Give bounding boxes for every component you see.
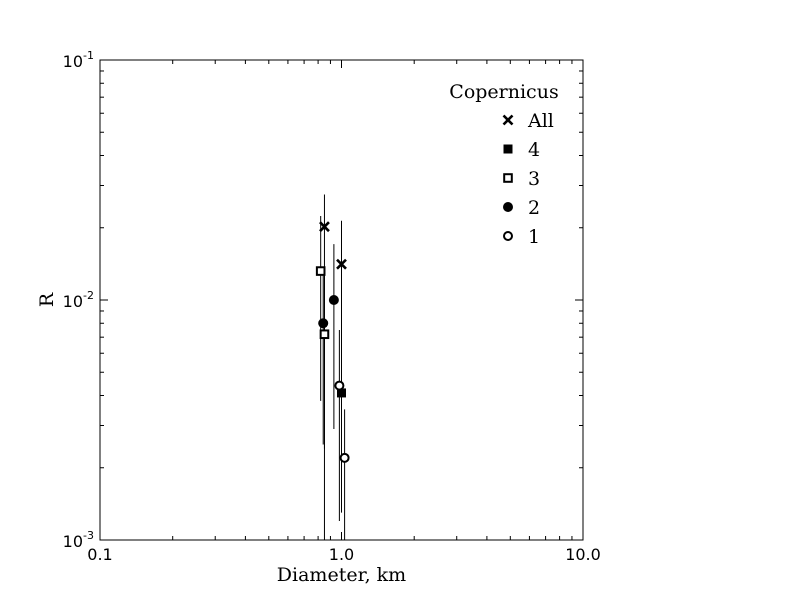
data-point-all xyxy=(336,258,347,270)
legend-label: All xyxy=(527,110,554,132)
plot-frame xyxy=(99,59,584,541)
x-tick-label: 1.0 xyxy=(329,545,354,564)
legend: Copernicus All 4 3 2 1 xyxy=(449,81,558,248)
x-axis-label: Diameter, km xyxy=(277,564,406,586)
y-tick-label: 10-3 xyxy=(63,529,94,551)
y-tick-label: 10-2 xyxy=(63,289,94,311)
legend-label: 4 xyxy=(528,139,540,161)
legend-title: Copernicus xyxy=(449,81,558,103)
error-bars xyxy=(320,194,346,540)
legend-marker-3 xyxy=(503,173,513,183)
data-point-3 xyxy=(315,266,326,276)
data-point-3 xyxy=(319,329,330,340)
legend-label: 2 xyxy=(528,197,540,219)
legend-label: 3 xyxy=(528,168,540,190)
legend-marker-all xyxy=(502,114,514,126)
data-point-2 xyxy=(318,318,329,329)
legend-label: 1 xyxy=(528,226,540,248)
y-axis-label: R xyxy=(36,292,58,307)
x-tick-label: 10.0 xyxy=(565,545,601,564)
legend-marker-4 xyxy=(503,144,513,154)
y-tick-label: 10-1 xyxy=(63,49,94,71)
data-point-1 xyxy=(339,452,350,463)
tick-labels: 0.1 1.0 10.0 10-3 10-2 10-1 xyxy=(63,49,601,564)
data-points xyxy=(315,221,350,463)
legend-marker-2 xyxy=(503,202,513,212)
data-point-4 xyxy=(337,388,346,398)
legend-marker-1 xyxy=(503,231,513,241)
data-point-all xyxy=(319,221,330,233)
x-tick-label: 0.1 xyxy=(87,545,112,564)
data-point-2 xyxy=(328,295,339,305)
data-point-1 xyxy=(334,380,345,391)
